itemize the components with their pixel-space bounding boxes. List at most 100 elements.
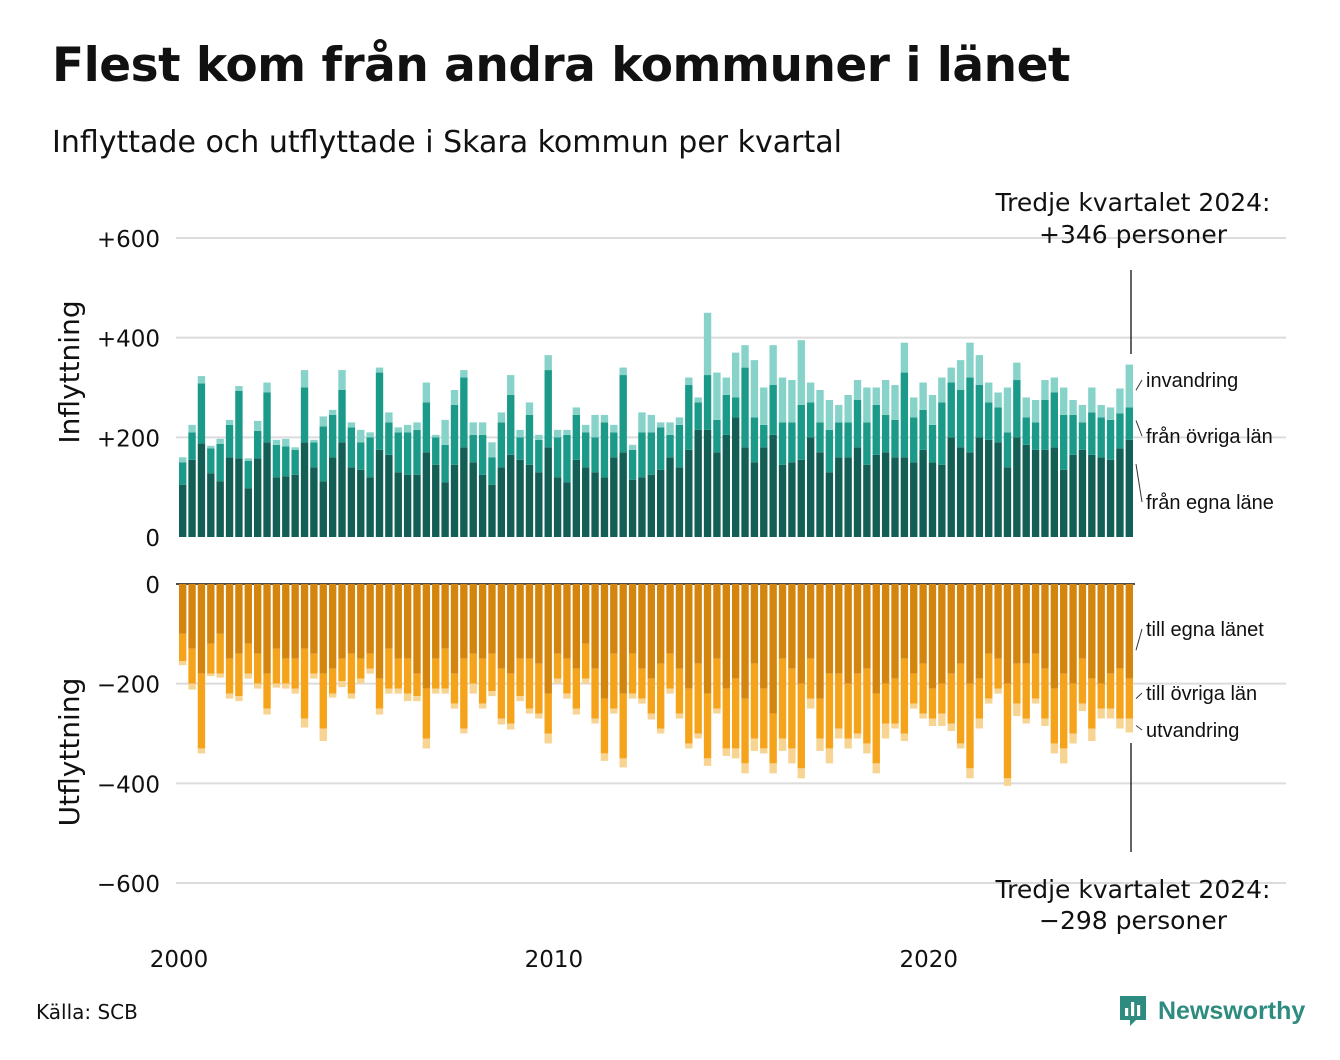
bar-out-2	[956, 743, 965, 749]
bar-out-2	[403, 693, 412, 702]
bar-in-1	[853, 399, 862, 448]
bar-out-0	[525, 584, 534, 659]
bar-out-2	[619, 758, 627, 768]
bar-out-1	[544, 693, 552, 734]
bar-out-0	[544, 584, 552, 694]
bar-in-1	[872, 404, 880, 455]
bar-in-1	[760, 424, 768, 448]
bar-out-0	[910, 584, 918, 674]
bar-out-1	[703, 693, 712, 759]
bar-in-2	[666, 422, 674, 435]
bar-in-1	[703, 375, 712, 430]
bar-in-2	[422, 382, 431, 403]
brand-logo: Newsworthy	[1118, 994, 1305, 1028]
bar-out-2	[179, 661, 187, 666]
bar-out-0	[1078, 584, 1087, 659]
bar-out-0	[366, 584, 374, 654]
bar-out-0	[488, 584, 496, 654]
bar-in-2	[778, 377, 787, 423]
bar-out-1	[385, 648, 393, 689]
bar-out-1	[591, 668, 599, 719]
bar-in-0	[1116, 448, 1124, 537]
bar-out-0	[572, 584, 581, 669]
bar-in-1	[516, 437, 524, 460]
bar-in-0	[835, 457, 843, 537]
bar-in-0	[713, 452, 721, 537]
bar-in-2	[610, 424, 618, 433]
bar-out-1	[1050, 688, 1059, 744]
bar-out-0	[881, 584, 890, 684]
bar-out-0	[985, 584, 993, 654]
brand-name: Newsworthy	[1158, 996, 1306, 1025]
bar-out-0	[1031, 584, 1040, 654]
bar-in-2	[572, 407, 581, 415]
bar-in-2	[806, 382, 815, 403]
bar-out-1	[497, 668, 506, 719]
bar-out-2	[966, 768, 974, 779]
bar-in-1	[488, 457, 496, 485]
bar-in-1	[891, 419, 899, 458]
bar-in-2	[638, 412, 646, 433]
bar-in-0	[563, 482, 571, 537]
bar-out-0	[338, 584, 346, 659]
bar-in-1	[638, 432, 646, 478]
bar-out-2	[572, 708, 581, 715]
bar-out-2	[413, 696, 421, 702]
bar-out-0	[1125, 584, 1133, 679]
bar-in-0	[900, 457, 909, 537]
bar-in-2	[844, 394, 852, 423]
bar-out-2	[1116, 718, 1124, 729]
bar-out-2	[816, 738, 824, 751]
bar-out-1	[422, 688, 431, 739]
bar-in-2	[291, 447, 299, 450]
bar-out-1	[685, 688, 693, 744]
bar-out-2	[328, 693, 337, 698]
bar-in-1	[188, 432, 196, 460]
bar-in-0	[216, 481, 224, 537]
bar-out-1	[769, 713, 777, 764]
bar-out-0	[253, 584, 262, 654]
series-label: till övriga län	[1146, 683, 1257, 705]
series-leader	[1135, 379, 1143, 391]
bar-out-2	[1031, 698, 1040, 704]
bar-in-0	[919, 449, 927, 537]
annotation-text: −298 personer	[1039, 906, 1228, 935]
bar-in-1	[478, 434, 487, 475]
bar-out-2	[535, 713, 543, 719]
bar-out-0	[422, 584, 431, 689]
bar-out-1	[600, 698, 609, 754]
bar-out-0	[1013, 584, 1021, 664]
bar-in-0	[403, 474, 412, 537]
bar-in-2	[591, 414, 599, 438]
bar-in-2	[685, 377, 693, 386]
bar-in-1	[1088, 412, 1096, 455]
bar-out-1	[797, 683, 805, 769]
bar-out-0	[647, 584, 655, 679]
bar-in-2	[1106, 407, 1115, 420]
bar-in-1	[863, 422, 871, 465]
bar-in-2	[403, 424, 412, 433]
bar-out-2	[197, 748, 206, 754]
bar-out-1	[244, 643, 252, 674]
bar-in-2	[863, 387, 871, 423]
bar-in-2	[469, 422, 477, 435]
bar-in-0	[1106, 459, 1115, 537]
bar-out-0	[956, 584, 965, 664]
bar-out-1	[910, 673, 918, 704]
bar-in-0	[638, 477, 646, 537]
bar-out-2	[825, 748, 834, 764]
bar-out-2	[1088, 728, 1096, 741]
bar-out-0	[272, 584, 281, 649]
bar-out-2	[432, 688, 440, 694]
bar-in-1	[432, 437, 440, 465]
y-tick-label: +200	[97, 426, 160, 452]
y-tick-label: 0	[145, 526, 160, 552]
bar-in-2	[1031, 399, 1040, 423]
bar-out-0	[938, 584, 946, 684]
series-leader	[1135, 628, 1143, 651]
bar-out-2	[919, 713, 927, 719]
bar-in-2	[216, 438, 224, 444]
bar-in-2	[1013, 362, 1021, 381]
bar-in-2	[1097, 404, 1105, 418]
bar-in-2	[282, 438, 290, 447]
